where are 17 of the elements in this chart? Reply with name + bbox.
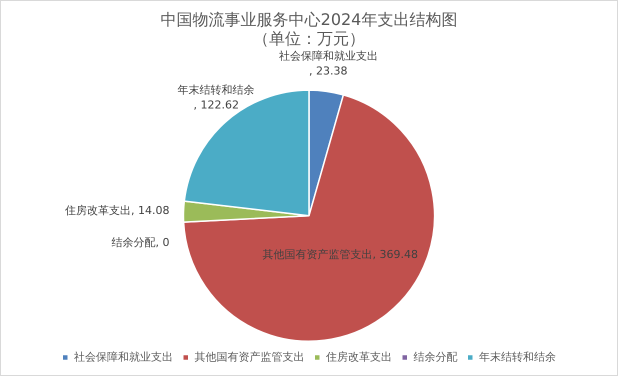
category-label: 结余分配	[112, 236, 156, 250]
data-label: , 23.38	[309, 64, 348, 78]
slice-label: 年末结转和结余	[178, 83, 255, 96]
legend-label: 其他国有资产监管支出	[194, 350, 304, 364]
data-label: , 14.08	[131, 204, 170, 218]
slice-label: 其他国有资产监管支出	[262, 248, 373, 261]
legend-label: 结余分配	[413, 350, 458, 364]
legend-label: 年末结转和结余	[478, 350, 556, 364]
slice-label: 住房改革支出	[65, 204, 132, 218]
legend-label: 住房改革支出	[326, 350, 392, 364]
chart-title: 中国物流事业服务中心2024年支出结构图	[160, 10, 458, 29]
chart-subtitle: （单位：万元）	[253, 28, 365, 48]
data-label: , 369.48	[372, 248, 418, 261]
data-label: , 122.62	[193, 98, 239, 112]
legend-label: 社会保障和就业支出	[74, 350, 173, 364]
text: , 0	[156, 236, 170, 250]
slice-label: 社会保障和就业支出	[278, 49, 378, 62]
